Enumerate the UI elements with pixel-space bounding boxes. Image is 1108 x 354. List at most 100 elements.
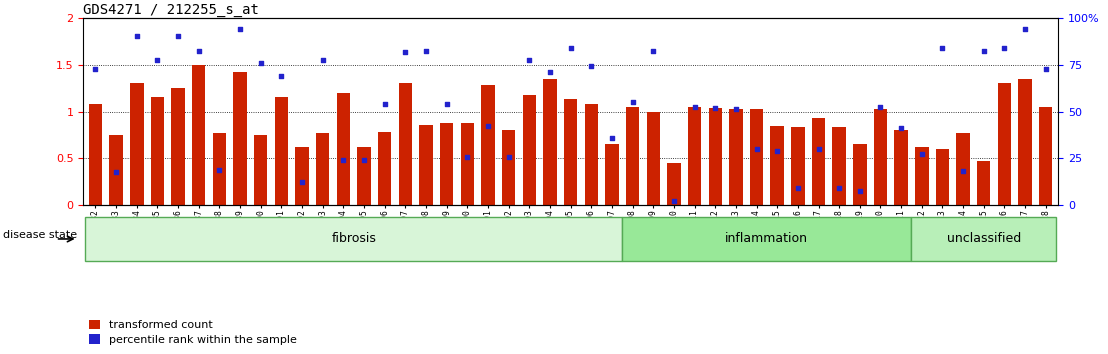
Point (768, 148, 786, 154)
Point (356, 158, 373, 163)
Bar (234, 72, 247, 205)
Point (562, 45, 579, 51)
Bar (564, 99, 577, 205)
Point (727, 106, 745, 112)
Bar (502, 130, 515, 205)
Point (252, 60, 269, 65)
Bar (296, 147, 309, 205)
Point (665, 198, 683, 204)
Point (376, 101, 393, 107)
Point (645, 48, 663, 53)
Text: fibrosis: fibrosis (331, 233, 376, 245)
Point (417, 48, 434, 53)
Bar (275, 97, 288, 205)
Point (86, 67, 104, 72)
Point (211, 167, 228, 172)
FancyBboxPatch shape (85, 217, 623, 261)
Point (107, 170, 125, 175)
Point (438, 101, 455, 107)
Bar (130, 83, 144, 205)
Bar (543, 79, 556, 205)
Bar (151, 97, 164, 205)
Point (541, 69, 558, 75)
Point (500, 154, 517, 159)
Point (232, 26, 249, 32)
Point (583, 64, 601, 69)
Bar (977, 161, 991, 205)
Bar (357, 147, 371, 205)
Bar (853, 144, 866, 205)
Bar (419, 125, 433, 205)
Text: disease state: disease state (3, 230, 78, 240)
Point (170, 34, 187, 39)
Bar (440, 123, 453, 205)
Point (975, 48, 993, 53)
Point (954, 168, 972, 173)
Point (996, 45, 1014, 51)
Bar (523, 95, 536, 205)
Point (603, 135, 620, 141)
Bar (936, 149, 950, 205)
Point (810, 146, 828, 152)
Point (148, 57, 166, 63)
Bar (708, 108, 722, 205)
Point (294, 179, 311, 185)
Legend: transformed count, percentile rank within the sample: transformed count, percentile rank withi… (89, 320, 297, 345)
Point (459, 154, 476, 159)
Bar (192, 65, 205, 205)
Point (127, 34, 145, 39)
Point (892, 126, 910, 131)
Bar (956, 133, 970, 205)
Bar (997, 83, 1012, 205)
Point (872, 104, 890, 110)
Bar (894, 130, 907, 205)
Bar (89, 104, 102, 205)
Bar (316, 133, 329, 205)
Bar (337, 93, 350, 205)
Bar (791, 126, 804, 205)
Bar (254, 135, 267, 205)
Bar (378, 132, 391, 205)
Point (314, 57, 331, 63)
Bar (812, 118, 825, 205)
Bar (667, 163, 680, 205)
Bar (626, 107, 639, 205)
Point (913, 151, 931, 156)
Text: GDS4271 / 212255_s_at: GDS4271 / 212255_s_at (83, 3, 259, 17)
Bar (750, 109, 763, 205)
Point (189, 48, 207, 53)
Bar (481, 85, 494, 205)
Point (686, 104, 704, 110)
FancyBboxPatch shape (623, 217, 912, 261)
Point (851, 188, 869, 194)
Point (397, 50, 414, 55)
Bar (729, 109, 742, 205)
Bar (461, 123, 474, 205)
Bar (172, 88, 185, 205)
Bar (585, 104, 598, 205)
Bar (213, 133, 226, 205)
Point (707, 105, 725, 110)
Point (521, 57, 538, 63)
Point (479, 123, 496, 129)
Point (335, 158, 352, 163)
Bar (1039, 107, 1053, 205)
Bar (688, 107, 701, 205)
Bar (832, 126, 845, 205)
FancyBboxPatch shape (912, 217, 1056, 261)
Bar (874, 109, 888, 205)
Text: unclassified: unclassified (946, 233, 1020, 245)
Bar (1018, 79, 1032, 205)
Point (748, 146, 766, 152)
Point (789, 185, 807, 191)
Bar (647, 112, 660, 205)
Point (624, 99, 642, 105)
Bar (110, 135, 123, 205)
Bar (605, 144, 618, 205)
Bar (770, 126, 783, 205)
Point (273, 73, 290, 79)
Bar (915, 147, 929, 205)
Text: inflammation: inflammation (726, 233, 809, 245)
Bar (399, 83, 412, 205)
Point (1016, 26, 1034, 32)
